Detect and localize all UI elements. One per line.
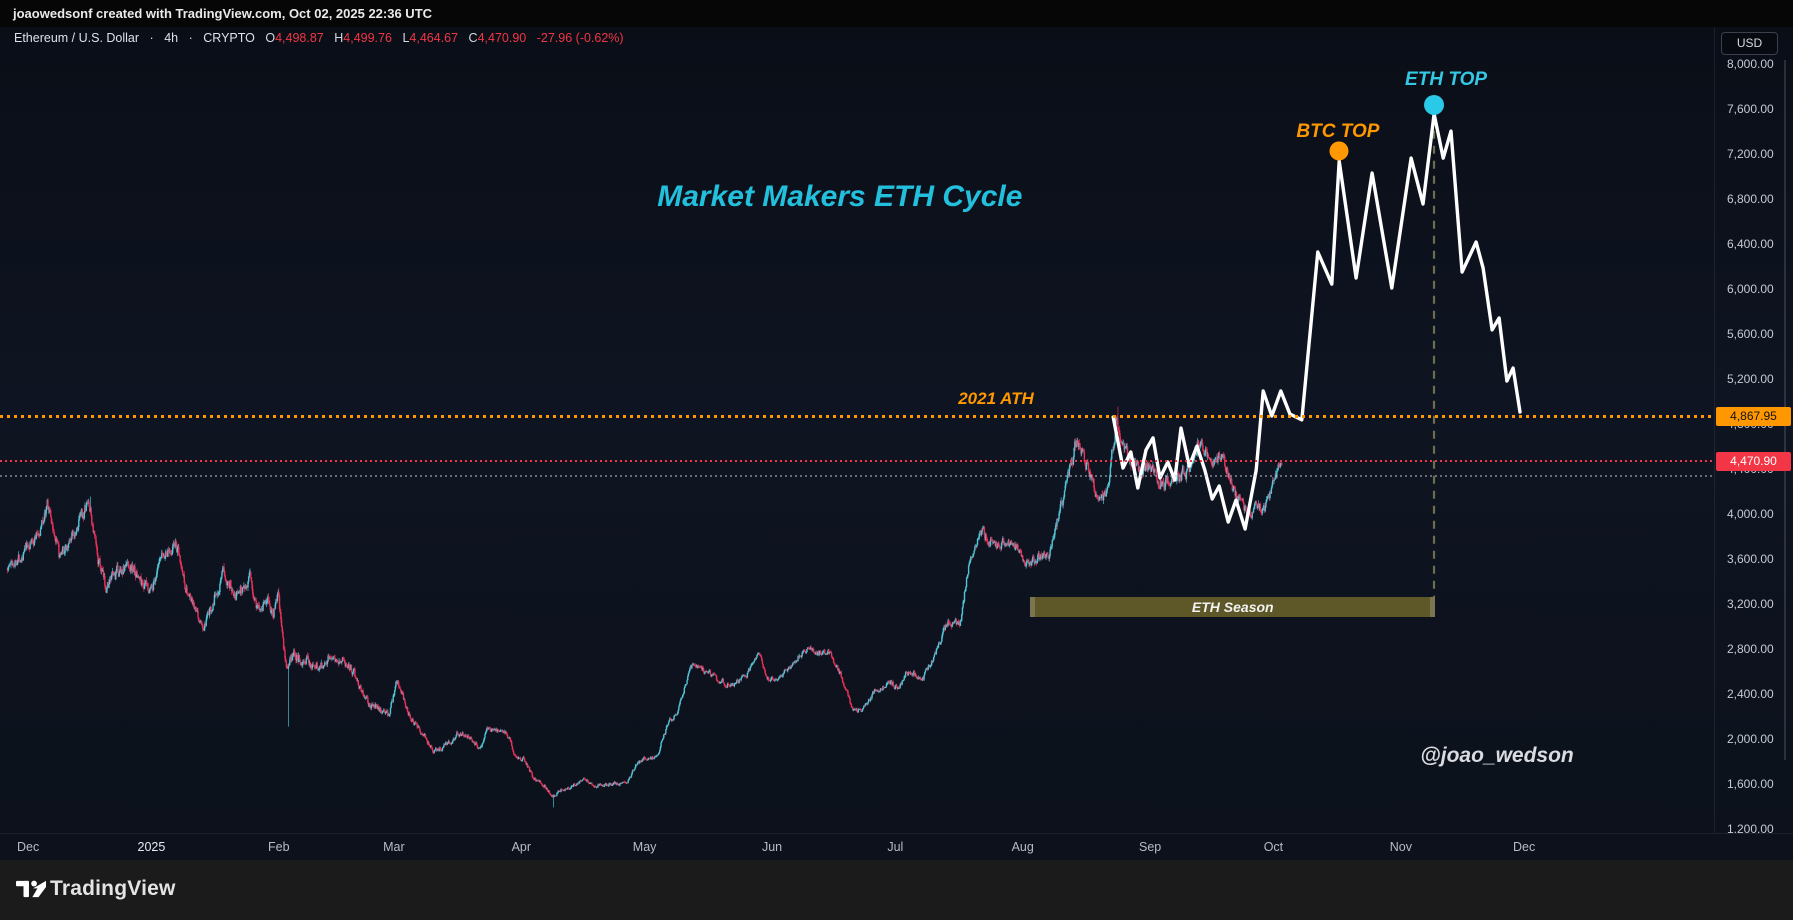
season-box-handle-right[interactable] (1430, 597, 1436, 618)
price-tick: 5,600.00 (1727, 327, 1774, 341)
time-tick-month: Sep (1139, 840, 1162, 854)
time-tick-year: 2025 (137, 840, 166, 854)
price-tick: 3,200.00 (1727, 597, 1774, 611)
price-tick: 2,000.00 (1727, 732, 1774, 746)
time-tick-month: Mar (383, 840, 405, 854)
ath-2021-label[interactable]: 2021 ATH (958, 389, 1034, 409)
time-tick-month: May (632, 840, 657, 854)
ohlc-high-key: H (334, 31, 344, 45)
price-tick: 1,600.00 (1727, 777, 1774, 791)
price-tick: 4,000.00 (1727, 507, 1774, 521)
price-tick: 3,600.00 (1727, 552, 1774, 566)
eth-top-label[interactable]: ETH TOP (1405, 68, 1488, 90)
eth-season-range-box[interactable]: ETH Season (1030, 597, 1436, 618)
time-tick-month: Jul (887, 840, 904, 854)
ohlc-low-value: 4,464.67 (409, 31, 459, 45)
interval-label: 4h (164, 31, 179, 45)
time-tick-month: Dec (16, 840, 40, 854)
ohlc-low-key: L (402, 31, 410, 45)
btc-top-label[interactable]: BTC TOP (1296, 121, 1380, 143)
season-box-handle-left[interactable] (1030, 597, 1036, 618)
legend-separator: · (149, 31, 154, 45)
price-tick: 2,800.00 (1727, 642, 1774, 656)
ath-price-tag: 4,867.95 (1716, 406, 1791, 426)
author-watermark[interactable]: @joao_wedson (1420, 743, 1574, 767)
price-tick: 1.200.00 (1727, 822, 1774, 836)
prev-close-level (0, 475, 1714, 478)
price-tick: 2,400.00 (1727, 687, 1774, 701)
last-price-tag: 4,470.90 (1716, 451, 1791, 471)
currency-toggle-button[interactable]: USD (1721, 32, 1778, 55)
ohlc-open-value: 4,498.87 (275, 31, 324, 45)
change-label: -27.96 (-0.62%) (536, 31, 624, 45)
ohlc-close-value: 4,470.90 (477, 31, 527, 45)
symbol-legend[interactable]: Ethereum / U.S. Dollar · 4h · CRYPTO O4,… (14, 31, 624, 45)
ohlc-open-key: O (265, 31, 276, 45)
tradingview-logo-icon[interactable] (16, 877, 46, 901)
time-tick-month: Jun (761, 840, 783, 854)
time-tick-month: Dec (1513, 840, 1536, 854)
price-tick: 5,200.00 (1727, 372, 1774, 386)
time-scale-divider (0, 833, 1793, 834)
price-tick: 8,000.00 (1727, 57, 1774, 71)
price-scale-divider (1714, 27, 1715, 833)
price-tick: 6,000.00 (1727, 282, 1774, 296)
time-tick-month: Feb (268, 840, 290, 854)
time-tick-month: Nov (1389, 840, 1412, 854)
ohlc-high-value: 4,499.76 (343, 31, 392, 45)
price-tick: 6,800.00 (1727, 192, 1774, 206)
chart-title-drawing[interactable]: Market Makers ETH Cycle (657, 179, 1023, 213)
time-tick-month: Apr (511, 840, 532, 854)
symbol-title: Ethereum / U.S. Dollar (14, 31, 140, 45)
time-tick-month: Oct (1263, 840, 1284, 854)
season-box-label: ETH Season (1191, 599, 1274, 616)
last-price-level (0, 460, 1714, 463)
price-tick: 7,600.00 (1727, 102, 1774, 116)
time-tick-month: Aug (1011, 840, 1034, 854)
price-tick: 7,200.00 (1727, 147, 1774, 161)
ath-level[interactable] (0, 414, 1714, 418)
price-tick: 6,400.00 (1727, 237, 1774, 251)
ohlc-close-key: C (468, 31, 478, 45)
legend-separator-2: · (188, 31, 193, 45)
tradingview-wordmark[interactable]: TradingView (50, 877, 176, 900)
footer-bar: TradingView (0, 860, 1793, 920)
exchange-label: CRYPTO (203, 31, 255, 45)
